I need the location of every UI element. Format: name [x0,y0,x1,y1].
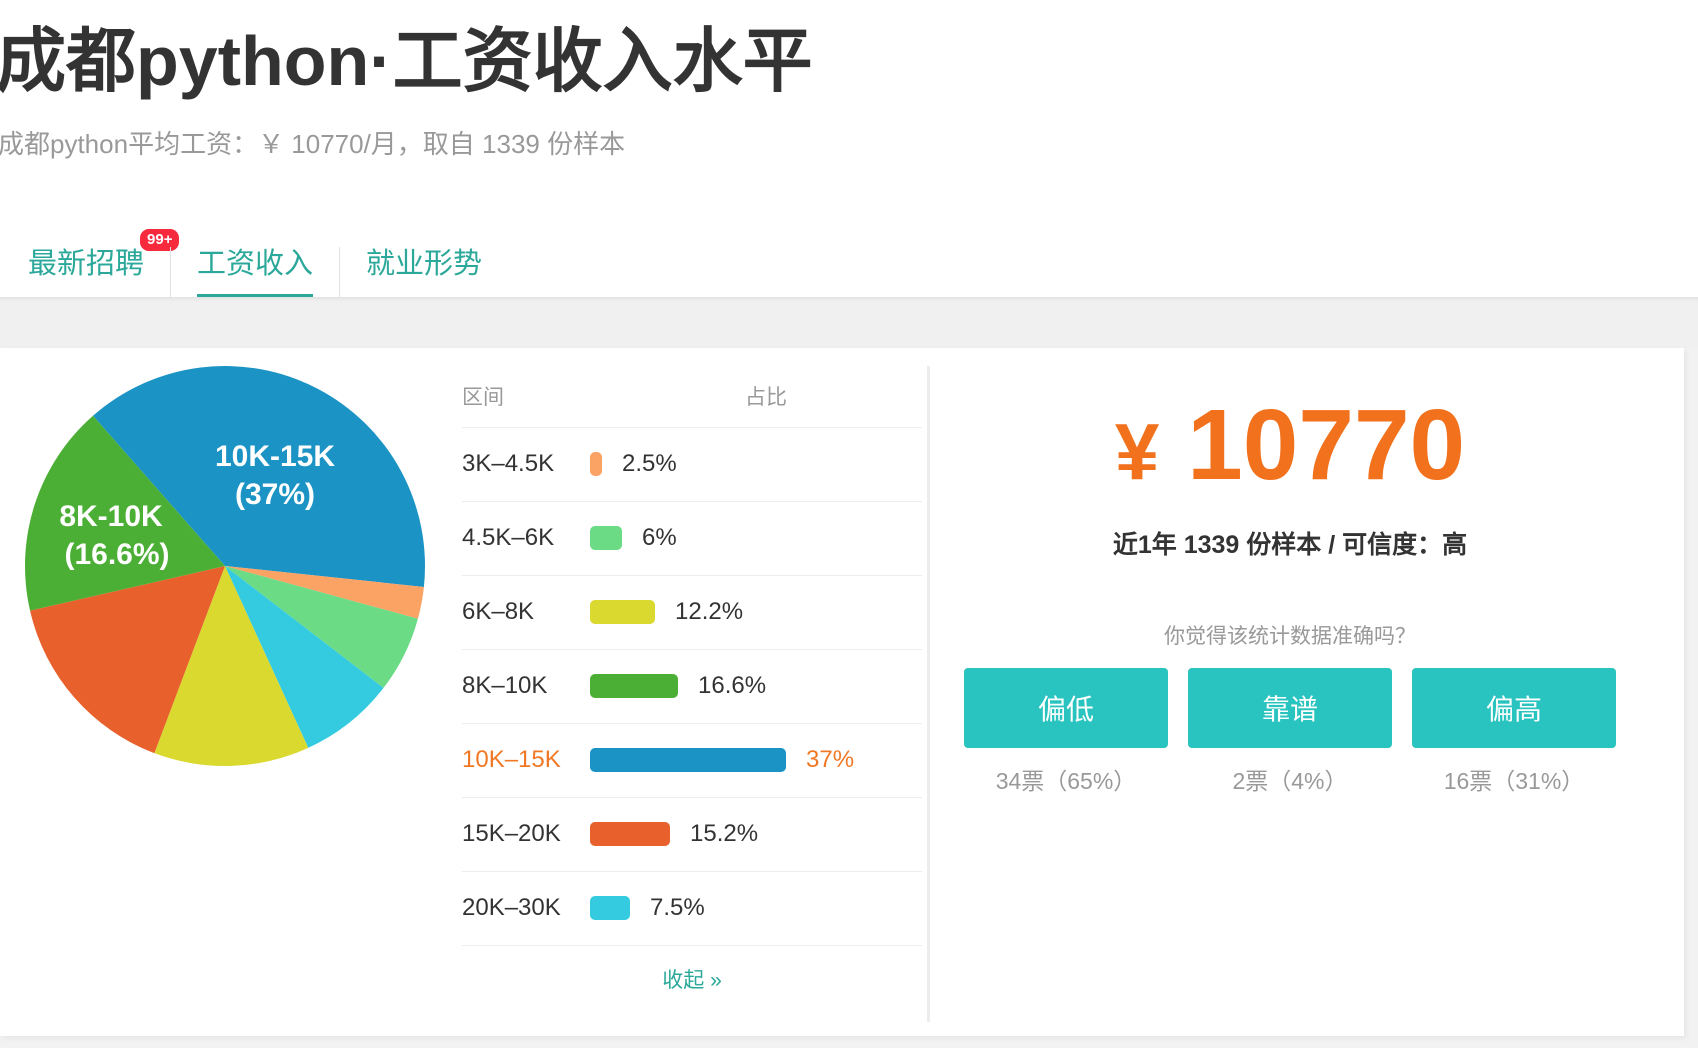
svg-text:(37%): (37%) [235,478,315,511]
svg-text:8K-10K: 8K-10K [59,500,163,533]
svg-text:10K-15K: 10K-15K [215,440,335,473]
svg-text:(16.6%): (16.6%) [64,538,169,571]
